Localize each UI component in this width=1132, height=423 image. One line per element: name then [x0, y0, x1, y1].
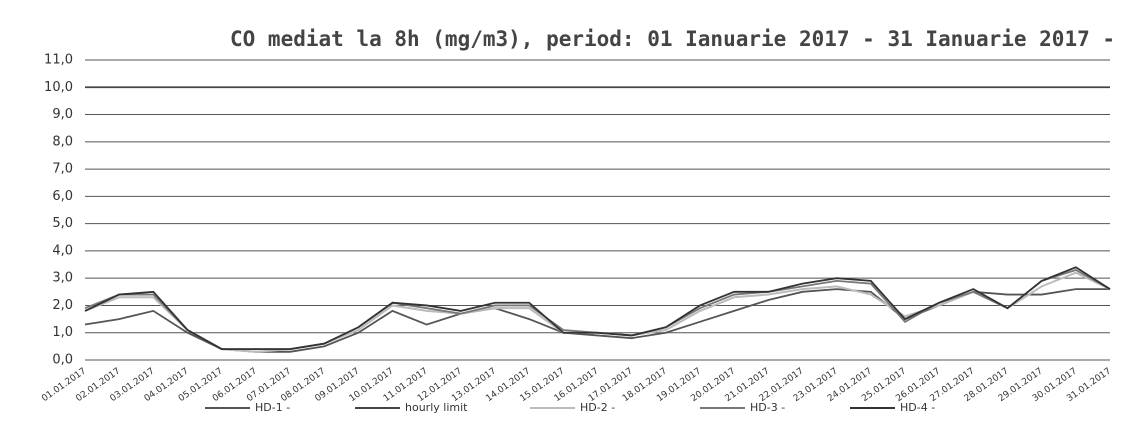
- y-tick-label: 3,0: [52, 271, 73, 286]
- legend-label: hourly limit: [405, 401, 468, 414]
- y-tick-label: 2,0: [52, 298, 73, 313]
- legend-label: HD-2 -: [580, 401, 615, 414]
- y-tick-label: 5,0: [52, 216, 73, 231]
- legend-label: HD-3 -: [750, 401, 785, 414]
- y-tick-label: 10,0: [44, 80, 73, 95]
- series-line: [84, 269, 1111, 350]
- y-tick-label: 7,0: [52, 162, 73, 177]
- series-line: [84, 266, 1111, 350]
- y-tick-label: 9,0: [52, 107, 73, 122]
- chart-title: CO mediat la 8h (mg/m3), period: 01 Ianu…: [230, 27, 1115, 51]
- y-tick-label: 8,0: [52, 134, 73, 149]
- y-tick-label: 1,0: [52, 325, 73, 340]
- y-tick-label: 11,0: [44, 53, 73, 68]
- legend-label: HD-4 -: [900, 401, 935, 414]
- y-tick-label: 4,0: [52, 243, 73, 258]
- series-line: [84, 271, 1111, 353]
- legend-label: HD-1 -: [255, 401, 290, 414]
- y-tick-label: 6,0: [52, 189, 73, 204]
- y-tick-label: 0,0: [52, 353, 73, 368]
